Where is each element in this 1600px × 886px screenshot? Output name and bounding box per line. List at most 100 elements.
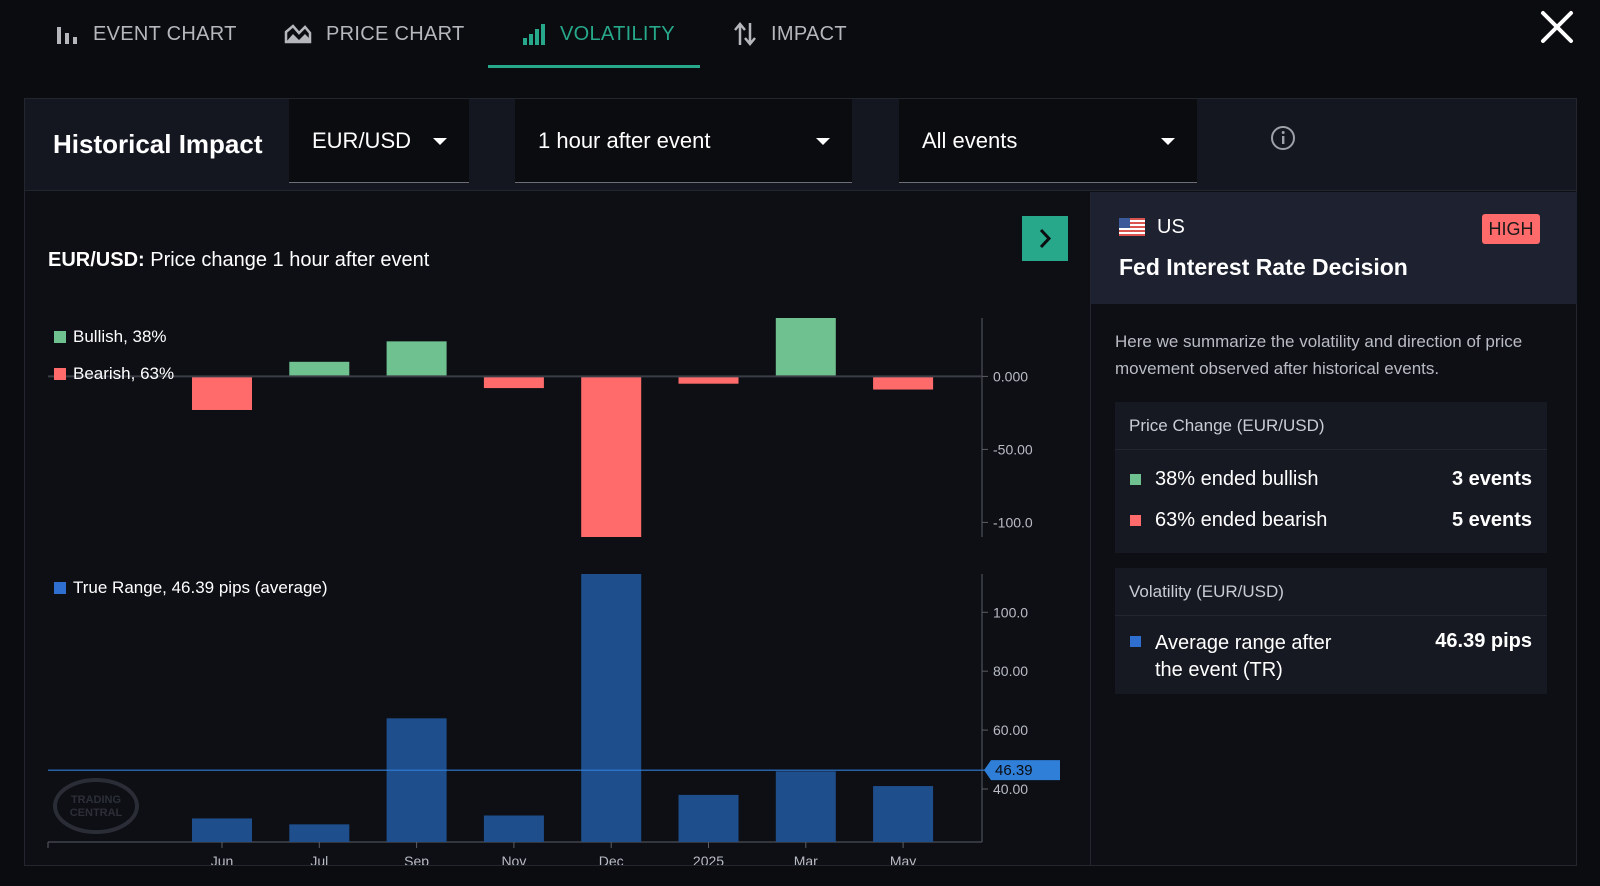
x-tick-label: May bbox=[890, 853, 916, 865]
top-y-tick-label: -50.00 bbox=[993, 441, 1033, 457]
pair-dropdown-value: EUR/USD bbox=[312, 127, 412, 153]
x-tick-label: Sep bbox=[404, 853, 429, 865]
bottom-y-tick-label: 100.0 bbox=[993, 604, 1028, 620]
average-tag bbox=[984, 760, 1060, 781]
bottom-y-tick-label: 60.00 bbox=[993, 722, 1028, 738]
true-range-bar bbox=[483, 815, 544, 842]
tab-impact[interactable]: IMPACT bbox=[733, 0, 847, 68]
impact-badge: HIGH bbox=[1482, 214, 1540, 244]
tab-event-chart[interactable]: EVENT CHART bbox=[55, 0, 237, 68]
bullish-legend-swatch bbox=[54, 331, 66, 343]
true-range-bar bbox=[775, 771, 836, 842]
tab-price-chart[interactable]: PRICE CHART bbox=[284, 0, 465, 68]
x-tick-label: Nov bbox=[501, 853, 526, 865]
true-range-bar bbox=[192, 818, 252, 842]
price-change-bar bbox=[386, 341, 447, 377]
volatility-title: Volatility (EUR/USD) bbox=[1115, 568, 1547, 616]
bearish-row: 63% ended bearish 5 events bbox=[1115, 501, 1547, 542]
bullish-swatch bbox=[1130, 474, 1141, 485]
x-tick-label: Jul bbox=[310, 853, 328, 865]
bottom-y-tick-label: 80.00 bbox=[993, 663, 1028, 679]
active-tab-indicator bbox=[488, 65, 700, 68]
chevron-down-icon bbox=[816, 138, 830, 145]
bullish-row: 38% ended bullish 3 events bbox=[1115, 460, 1547, 501]
price-change-bar bbox=[483, 376, 544, 389]
events-filter-dropdown[interactable]: All events bbox=[899, 99, 1197, 183]
up-down-arrows-icon bbox=[734, 22, 756, 46]
price-change-bar bbox=[289, 361, 350, 377]
average-range-label-line2: the event (TR) bbox=[1155, 659, 1283, 681]
bullish-count: 3 events bbox=[1451, 468, 1532, 490]
price-change-card: Price Change (EUR/USD) 38% ended bullish… bbox=[1115, 402, 1547, 553]
chart-heading-text: Price change 1 hour after event bbox=[150, 249, 430, 271]
area-chart-icon bbox=[284, 24, 312, 44]
true-range-bar bbox=[289, 824, 350, 842]
true-range-legend-label: True Range, 46.39 pips (average) bbox=[73, 578, 328, 597]
bearish-legend-swatch bbox=[54, 368, 66, 380]
chevron-down-icon bbox=[433, 138, 447, 145]
chart-heading-pair: EUR/USD: bbox=[48, 249, 145, 271]
collapse-sidebar-button[interactable] bbox=[1022, 216, 1068, 261]
true-range-bar bbox=[873, 786, 934, 842]
average-tag-label: 46.39 bbox=[995, 762, 1033, 779]
panel-header: Historical Impact EUR/USD 1 hour after e… bbox=[25, 99, 1576, 191]
bearish-label: 63% ended bearish bbox=[1155, 509, 1328, 531]
tab-label: EVENT CHART bbox=[93, 22, 237, 45]
price-change-bar bbox=[581, 376, 642, 537]
event-country: US bbox=[1157, 216, 1185, 238]
average-range-row: Average range after the event (TR) 46.39… bbox=[1115, 616, 1547, 692]
bar-chart-icon bbox=[57, 27, 77, 44]
price-change-bar bbox=[192, 376, 252, 410]
average-range-label: Average range after the event (TR) bbox=[1155, 630, 1331, 684]
volatility-bars-icon bbox=[523, 24, 545, 45]
true-range-bar bbox=[678, 794, 739, 842]
tab-volatility[interactable]: VOLATILITY bbox=[522, 0, 675, 68]
watermark-text-line2: CENTRAL bbox=[70, 807, 123, 819]
bearish-count: 5 events bbox=[1451, 509, 1532, 531]
x-tick-label: Mar bbox=[794, 853, 818, 865]
top-y-tick-label: 0.000 bbox=[993, 368, 1028, 384]
tab-label: VOLATILITY bbox=[560, 22, 675, 45]
tab-label: PRICE CHART bbox=[326, 22, 465, 45]
tab-label: IMPACT bbox=[771, 22, 847, 45]
x-tick-label: Jun bbox=[211, 853, 234, 865]
bottom-y-tick-label: 40.00 bbox=[993, 781, 1028, 797]
price-change-bar bbox=[873, 376, 934, 390]
page-title: Historical Impact bbox=[53, 129, 263, 159]
top-y-tick-label: -100.0 bbox=[993, 514, 1033, 530]
chart-canvas: 0.000 -50.00 -100.0 Bullish, 38% Bearish, 63… bbox=[47, 318, 1060, 865]
chart-heading: EUR/USD: Price change 1 hour after event bbox=[48, 249, 429, 272]
summary-text: Here we summarize the volatility and dir… bbox=[1115, 332, 1523, 378]
info-icon[interactable] bbox=[1270, 125, 1296, 151]
chevron-down-icon bbox=[1161, 138, 1175, 145]
time-window-dropdown-value: 1 hour after event bbox=[538, 127, 711, 153]
historical-impact-panel: Historical Impact EUR/USD 1 hour after e… bbox=[24, 98, 1577, 866]
watermark-logo bbox=[53, 778, 139, 834]
watermark-text-line1: TRADING bbox=[71, 794, 121, 806]
volatility-card: Volatility (EUR/USD) Average range after… bbox=[1115, 568, 1547, 694]
chart-area: EUR/USD: Price change 1 hour after event… bbox=[25, 192, 1089, 865]
close-icon[interactable] bbox=[1538, 8, 1576, 46]
pair-dropdown[interactable]: EUR/USD bbox=[289, 99, 469, 183]
event-summary-sidebar: US HIGH Fed Interest Rate Decision Here … bbox=[1090, 192, 1577, 865]
event-header: US HIGH Fed Interest Rate Decision bbox=[1091, 192, 1577, 304]
bullish-label: 38% ended bullish bbox=[1155, 468, 1319, 490]
bullish-legend-label: Bullish, 38% bbox=[73, 327, 167, 346]
x-tick-label: 2025 bbox=[693, 853, 724, 865]
price-change-bar bbox=[678, 376, 739, 384]
top-tabs: EVENT CHART PRICE CHART VOLATILITY IMPAC… bbox=[0, 0, 1600, 70]
us-flag-icon bbox=[1119, 218, 1145, 236]
event-name: Fed Interest Rate Decision bbox=[1119, 254, 1408, 280]
true-range-bar bbox=[386, 718, 447, 842]
true-range-bar bbox=[581, 574, 642, 842]
range-swatch bbox=[1130, 636, 1141, 647]
x-tick-label: Dec bbox=[599, 853, 624, 865]
average-range-value: 46.39 pips bbox=[1435, 630, 1532, 652]
true-range-legend-swatch bbox=[54, 582, 66, 594]
price-change-title: Price Change (EUR/USD) bbox=[1115, 402, 1547, 450]
chevron-right-icon bbox=[1039, 228, 1052, 249]
events-filter-dropdown-value: All events bbox=[922, 127, 1018, 153]
price-change-bar bbox=[775, 318, 836, 377]
bearish-swatch bbox=[1130, 515, 1141, 526]
time-window-dropdown[interactable]: 1 hour after event bbox=[515, 99, 852, 183]
